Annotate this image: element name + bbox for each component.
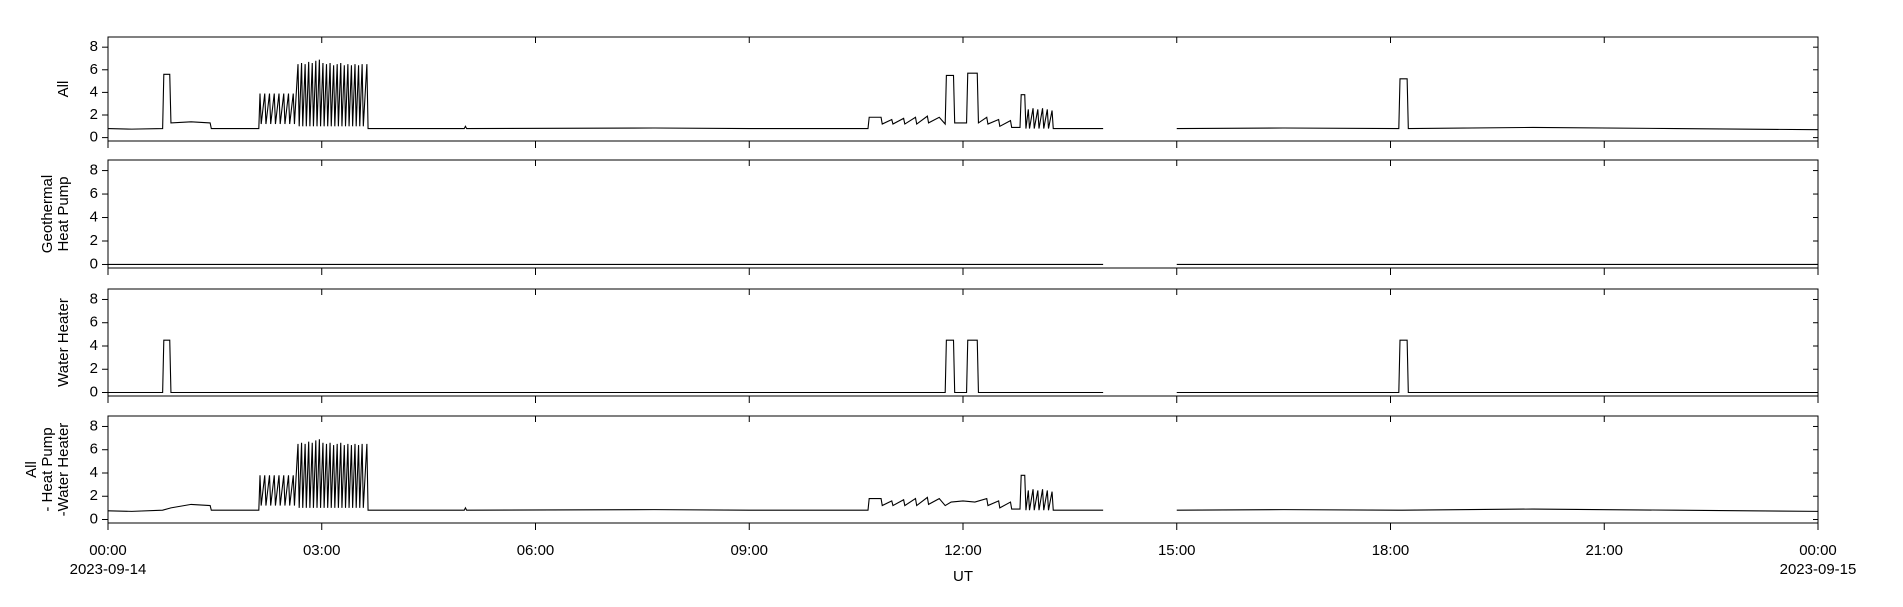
y-tick-label: 6	[90, 441, 98, 458]
y-axis-label: All	[23, 461, 40, 478]
x-tick-label: 21:00	[1585, 542, 1623, 559]
series-line	[107, 59, 1819, 131]
x-tick-label: 09:00	[730, 542, 768, 559]
y-tick-label: 6	[90, 314, 98, 331]
x-date-label: 2023-09-14	[70, 561, 147, 578]
panel-frame	[107, 288, 1819, 397]
y-tick-label: 4	[90, 83, 98, 100]
x-tick-label: 12:00	[944, 542, 982, 559]
y-tick-label: 0	[90, 255, 98, 272]
y-tick-label: 8	[90, 290, 98, 307]
y-axis-label: - Heat Pump	[39, 427, 56, 511]
y-tick-label: 0	[90, 129, 98, 146]
y-axis-label: All	[55, 81, 72, 98]
y-tick-label: 8	[90, 162, 98, 179]
y-tick-label: 2	[90, 487, 98, 504]
y-tick-label: 0	[90, 383, 98, 400]
panel-frame	[107, 159, 1819, 269]
y-axis-label: Water Heater	[55, 298, 72, 387]
panel-frame	[107, 36, 1819, 142]
y-tick-label: 2	[90, 232, 98, 249]
y-tick-label: 8	[90, 417, 98, 434]
y-tick-label: 4	[90, 337, 98, 354]
y-tick-label: 4	[90, 464, 98, 481]
series-line	[108, 339, 1818, 394]
x-tick-label: 06:00	[517, 542, 555, 559]
y-tick-label: 8	[90, 38, 98, 55]
x-tick-label: 00:00	[1799, 542, 1837, 559]
y-axis-label: Geothermal	[39, 175, 56, 253]
x-tick-label: 18:00	[1372, 542, 1410, 559]
x-tick-label: 00:00	[89, 542, 127, 559]
x-date-label: 2023-09-15	[1780, 561, 1857, 578]
panel-frame	[107, 415, 1819, 524]
y-tick-label: 2	[90, 106, 98, 123]
y-axis-label: Heat Pump	[55, 176, 72, 251]
y-tick-label: 6	[90, 61, 98, 78]
y-axis-label: -Water Heater	[55, 423, 72, 517]
y-tick-label: 2	[90, 360, 98, 377]
x-tick-label: 15:00	[1158, 542, 1196, 559]
y-tick-label: 0	[90, 510, 98, 527]
x-tick-label: 03:00	[303, 542, 341, 559]
y-tick-label: 4	[90, 208, 98, 225]
series-line	[107, 439, 1819, 512]
x-axis-label: UT	[953, 568, 973, 585]
y-tick-label: 6	[90, 185, 98, 202]
